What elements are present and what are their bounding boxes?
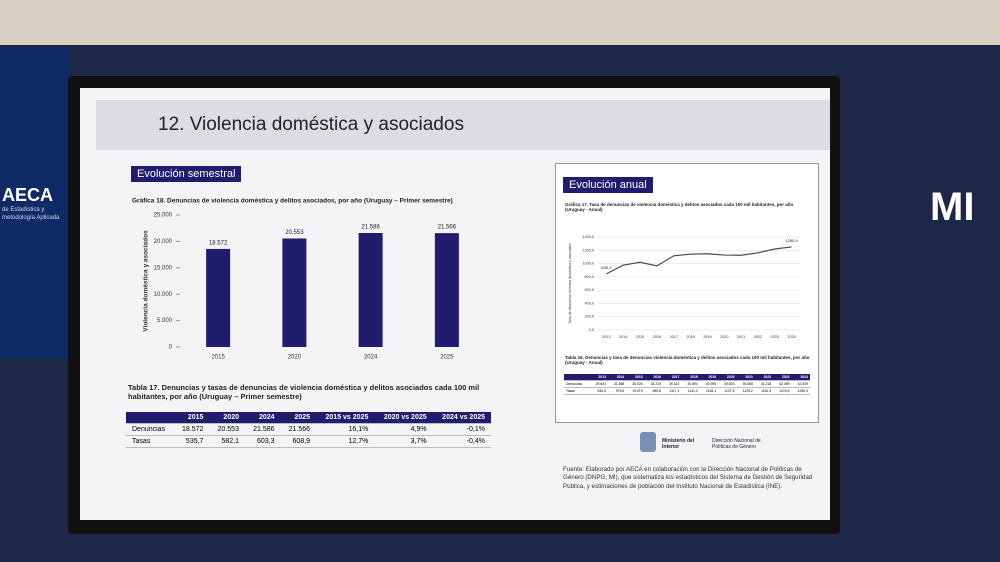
cell: 39.803 — [718, 380, 737, 388]
cell: -0,1% — [432, 423, 491, 436]
header-cell: 2018 — [681, 374, 700, 381]
cell: 40.894 — [681, 380, 700, 388]
cell: 1127,8 — [718, 387, 737, 395]
cell: 41.218 — [754, 380, 774, 388]
header-cell: 2023 — [773, 374, 792, 381]
header-cell: 2016 — [644, 374, 664, 381]
cell: 582,1 — [209, 435, 245, 448]
source: Fuente: Elaborado por AECA en colaboraci… — [563, 466, 813, 490]
cell: 20.553 — [209, 423, 245, 436]
cell: 21.586 — [244, 423, 281, 436]
cell: 39.322 — [663, 380, 682, 388]
cell: 535,7 — [173, 435, 210, 448]
header-cell: 2013 — [589, 374, 608, 381]
cell: 1162,3 — [754, 387, 774, 395]
header-cell: 2015 vs 2025 — [316, 412, 375, 424]
cell: 1125,2 — [736, 387, 755, 395]
cell: 34.210 — [644, 380, 664, 388]
section-label: Evolución anual — [563, 177, 653, 193]
cell: 42.499 — [773, 380, 792, 388]
left-brand: AECA — [2, 185, 54, 205]
cell: 608,9 — [280, 435, 317, 448]
header-cell: 2024 — [791, 374, 810, 381]
section-label: Evolución semestral — [131, 166, 242, 182]
header-cell: 2021 — [736, 374, 755, 381]
logo-text: Ministerio del Interior — [662, 438, 695, 450]
logo-icon — [640, 432, 656, 452]
cell: 3,7% — [374, 435, 433, 448]
cell: 31.658 — [607, 380, 627, 388]
cell: 21.566 — [280, 423, 317, 436]
top-wall — [0, 0, 1000, 45]
left-screen — [0, 48, 70, 358]
row: Denuncias 18.572 20.553 21.586 21.566 16,1% 4,… — [126, 423, 491, 436]
left-sub: metodología Aplicada — [2, 215, 60, 221]
cell: 12,7% — [316, 435, 375, 448]
header-cell — [126, 412, 174, 424]
header-cell: 2025 — [280, 412, 317, 424]
cell: 18.572 — [173, 423, 210, 436]
table: 2015 2020 2024 2025 2015 vs 2025 2020 vs 2025… — [126, 412, 491, 448]
header-cell: 2019 — [699, 374, 719, 381]
cell: Tasas — [564, 387, 590, 395]
header-cell: 2014 — [607, 374, 627, 381]
cell: 39.466 — [736, 380, 755, 388]
row: Denuncias 29.604 31.658 36.024 34.210 39.322 4… — [564, 380, 810, 388]
cell: 40.995 — [699, 380, 719, 388]
header-cell: 2024 — [244, 412, 281, 424]
cell: 965,8 — [644, 387, 664, 395]
header-cell: 2015 — [173, 412, 210, 424]
cell: 1117,1 — [663, 387, 682, 395]
header-row: 2013 2014 2015 2016 2017 2018 2019 2020 2021 2022… — [564, 374, 810, 381]
cell: 36.024 — [626, 380, 645, 388]
header-row: 2015 2020 2024 2025 2015 vs 2025 2020 vs 2025… — [126, 412, 491, 424]
cell: 42.849 — [791, 380, 810, 388]
logo-text: Dirección Nacional de Políticas de Géner… — [712, 438, 761, 450]
header-band — [96, 100, 830, 150]
header-cell: 2020 — [718, 374, 737, 381]
cell: 1250,4 — [791, 387, 810, 395]
right-brand: MI — [930, 185, 975, 229]
table: 2013 2014 2015 2016 2017 2018 2019 2020 2021 2022… — [564, 374, 810, 395]
cell: 976,5 — [607, 387, 627, 395]
cell: Denuncias — [564, 380, 590, 388]
header-cell: 2020 vs 2025 — [374, 412, 433, 424]
cell: 1219,4 — [773, 387, 792, 395]
header-cell: 2015 — [626, 374, 645, 381]
table-title: Tabla 16. Denuncias y tasa de denuncias … — [565, 355, 810, 365]
cell: 1019,9 — [626, 387, 645, 395]
header-cell: 2020 — [209, 412, 245, 424]
cell: 603,3 — [244, 435, 281, 448]
header-cell — [564, 374, 590, 381]
cell: 16,1% — [316, 423, 375, 436]
slide-title: 12. Violencia doméstica y asociados — [158, 114, 464, 135]
cell: 29.604 — [589, 380, 608, 388]
cell: Denuncias — [126, 423, 174, 436]
header-cell: 2017 — [663, 374, 682, 381]
row: Tasas 535,7 582,1 603,3 608,9 12,7% 3,7% -0,4% — [126, 435, 491, 448]
cell: 1141,3 — [681, 387, 700, 395]
cell: Tasas — [126, 435, 174, 448]
row: Tasas 845,3 976,5 1019,9 965,8 1117,1 1141,3 11… — [564, 387, 810, 395]
table-title: Tabla 17. Denuncias y tasas de denuncias… — [128, 383, 480, 401]
cell: 1148,1 — [699, 387, 719, 395]
left-sub: de Estadística y — [2, 207, 45, 213]
cell: 845,3 — [589, 387, 608, 395]
cell: 4,9% — [374, 423, 433, 436]
header-cell: 2022 — [754, 374, 774, 381]
cell: -0,4% — [432, 435, 491, 448]
header-cell: 2024 vs 2025 — [432, 412, 491, 424]
